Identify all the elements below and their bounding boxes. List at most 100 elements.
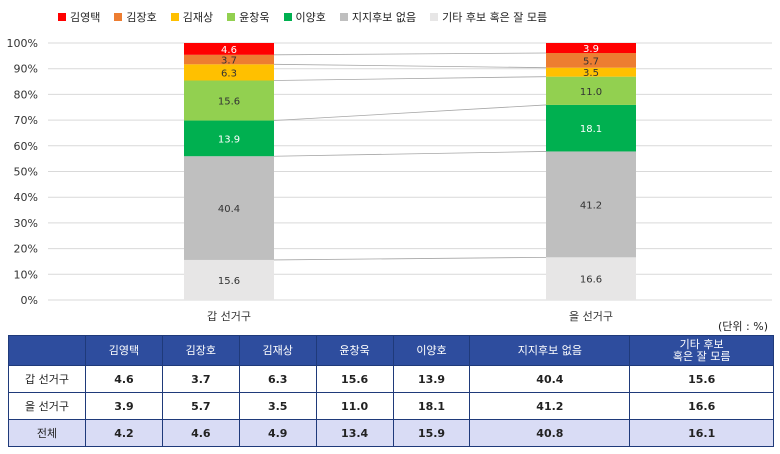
series-line [273,256,547,261]
data-label: 15.6 [218,276,240,287]
y-tick-label: 80% [14,88,38,101]
table-row-label: 전체 [8,419,86,447]
data-label: 11.0 [580,87,602,98]
table-header-cell: 김재상 [238,335,317,366]
y-tick-label: 70% [14,114,38,127]
table-cell: 15.6 [629,365,774,393]
table-cell: 40.8 [469,419,631,447]
legend-label: 윤창욱 [239,11,270,24]
table-header-cell: 이양호 [392,335,471,366]
legend-entry: 지지후보 없음 [339,9,417,25]
legend-swatch [114,13,123,21]
bar-segment [184,64,274,81]
data-label: 41.2 [580,200,602,211]
legend-label: 지지후보 없음 [351,11,417,24]
table-cell: 15.9 [392,419,471,447]
legend-label: 이양호 [295,11,326,24]
table-cell: 18.1 [392,392,471,420]
y-tick-label: 10% [14,268,38,281]
legend-label: 김장호 [126,11,157,24]
y-tick-label: 20% [14,243,38,256]
legend-entry: 김영택 [58,9,100,25]
table-header-cell: 김영택 [85,335,163,366]
legend-label: 기타 후보 혹은 잘 모름 [442,11,548,24]
table-cell: 3.9 [85,392,163,420]
table-cell: 40.4 [469,365,631,393]
y-tick-label: 90% [14,63,38,76]
legend-entry: 김장호 [114,9,157,25]
data-label: 3.7 [221,56,237,67]
legend-swatch [283,13,292,21]
chart-legend: 김영택 김장호 김재상 윤창욱 이양호 지지후보 없음 기타 후보 혹은 잘 모름 [58,9,547,25]
stacked-bar-chart: 0% 10% 20% 30% 40% 50% 60% 70% 80% 90% 100% 15.6 40.… [7,37,772,323]
data-label: 5.7 [583,56,599,67]
table-header-cell: 윤창욱 [315,335,394,366]
table-row: 을 선거구 3.9 5.7 3.5 11.0 18.1 41.2 16.6 [8,392,774,420]
bar-segment [546,257,636,300]
bar-segment [546,53,636,68]
series-line [273,104,547,121]
bar-segment [546,43,636,54]
bar-segment [184,120,274,157]
y-tick-label: 30% [14,217,38,230]
x-category-label: 갑 선거구 [207,310,251,323]
table-cell: 15.6 [315,365,394,393]
series-line [273,151,547,157]
y-tick-label: 0% [21,294,38,307]
table-cell: 11.0 [315,392,394,420]
legend-entry: 기타 후보 혹은 잘 모름 [430,9,547,25]
bar-segment [184,54,274,65]
table-cell: 16.1 [629,419,774,447]
table-header-cell: 기타 후보 혹은 잘 모름 [629,335,774,366]
bar-segment [546,104,636,152]
legend-label: 김재상 [182,11,214,24]
bar-segment [546,76,636,105]
legend-swatch [339,13,348,21]
table-cell: 5.7 [161,392,240,420]
data-label: 18.1 [580,124,602,135]
table-header-cell: 김장호 [161,335,240,366]
legend-swatch [227,13,236,21]
legend-swatch [430,13,439,21]
data-label: 6.3 [221,68,237,79]
bar-segment [184,80,274,121]
legend-entry: 윤창욱 [227,9,270,25]
table-cell: 13.4 [315,419,394,447]
data-table: 김영택 김장호 김재상 윤창욱 이양호 지지후보 없음 기타 후보 혹은 잘 모름 갑 선거구… [8,335,774,447]
bar-segment [546,67,636,77]
table-cell: 3.7 [161,365,240,393]
data-label: 3.9 [583,44,599,55]
table-row: 갑 선거구 4.6 3.7 6.3 15.6 13.9 40.4 15.6 [8,365,774,393]
table-cell: 4.2 [85,419,163,447]
legend-entry: 김재상 [170,9,214,25]
data-label: 3.5 [583,68,599,79]
unit-label: (단위 : %) [718,320,768,333]
table-corner [8,335,86,366]
bar-segment [184,43,274,55]
y-tick-label: 100% [7,37,38,50]
legend-swatch [58,13,66,21]
table-cell: 41.2 [469,392,631,420]
table-cell: 4.6 [161,419,240,447]
legend-entry: 이양호 [283,9,326,25]
table-cell: 3.5 [238,392,317,420]
table-row: 전체 4.2 4.6 4.9 13.4 15.9 40.8 16.1 [8,419,774,447]
y-tick-label: 60% [14,140,38,153]
data-label: 13.9 [218,134,240,145]
legend-label: 김영택 [70,11,101,24]
data-label: 15.6 [218,97,240,108]
series-line [273,52,547,56]
table-cell: 6.3 [238,365,317,393]
table-row-label: 을 선거구 [8,392,86,420]
table-cell: 4.9 [238,419,317,447]
bar-segment [184,259,274,300]
series-line [273,63,547,69]
data-label: 40.4 [218,204,240,215]
table-header-cell: 지지후보 없음 [469,335,631,366]
legend-swatch [170,13,179,21]
table-header-row: 김영택 김장호 김재상 윤창욱 이양호 지지후보 없음 기타 후보 혹은 잘 모름 [8,335,774,366]
bar-segment [184,156,274,260]
table-cell: 13.9 [392,365,471,393]
y-tick-label: 50% [14,166,38,179]
data-label: 4.6 [221,45,237,56]
